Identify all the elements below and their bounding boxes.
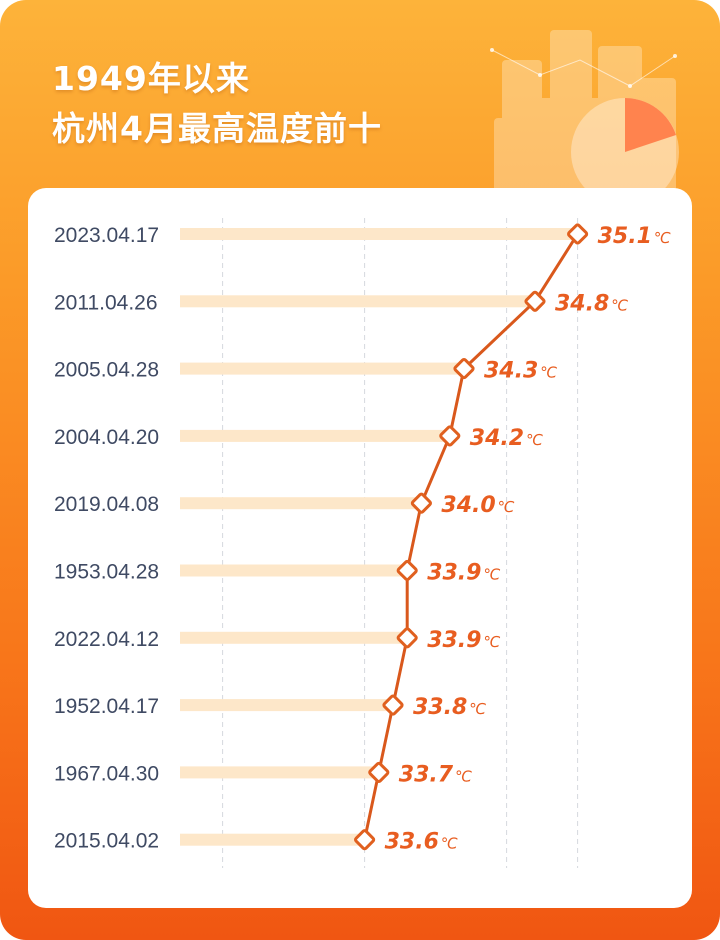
chart-decoration-icon <box>490 30 679 200</box>
bar <box>180 362 464 375</box>
value-number: 33.9 <box>427 628 481 653</box>
value-number: 34.2 <box>470 426 524 451</box>
value-label: 34.8 ℃ <box>555 291 628 316</box>
title-line-1: 1949年以来 <box>52 59 250 98</box>
category-label: 2011.04.26 <box>54 291 158 314</box>
value-label: 33.6 ℃ <box>385 830 458 855</box>
bar <box>180 228 578 240</box>
value-number: 33.9 <box>427 561 481 586</box>
bar <box>180 564 408 577</box>
data-point <box>382 694 404 716</box>
value-number: 33.8 <box>413 695 467 720</box>
page-title: 1949年以来 杭州4月最高温度前十 <box>52 54 382 154</box>
data-point <box>453 358 475 380</box>
data-point <box>368 761 390 783</box>
category-label: 2005.04.28 <box>54 359 159 382</box>
bar <box>180 497 422 510</box>
title-line-2: 杭州4月最高温度前十 <box>52 109 382 148</box>
value-unit: ℃ <box>540 364 557 382</box>
value-label: 33.9 ℃ <box>427 628 500 653</box>
data-point <box>396 627 418 649</box>
value-label: 33.8 ℃ <box>413 695 486 720</box>
category-label: 2023.04.17 <box>54 224 159 247</box>
bar <box>180 429 450 442</box>
value-unit: ℃ <box>526 431 543 449</box>
data-point <box>524 290 546 312</box>
temperature-chart: 2023.04.17 2011.04.26 2005.04.28 2004.04.20… <box>54 218 671 868</box>
data-point <box>354 829 376 851</box>
value-label: 34.2 ℃ <box>470 426 543 451</box>
value-number: 34.8 <box>555 291 609 316</box>
category-label: 2022.04.12 <box>54 628 159 651</box>
value-number: 34.0 <box>441 493 495 518</box>
category-label: 1967.04.30 <box>54 762 159 785</box>
value-label: 33.9 ℃ <box>427 561 500 586</box>
value-unit: ℃ <box>441 835 458 853</box>
bar <box>180 833 365 846</box>
chart-card: 2023.04.17 2011.04.26 2005.04.28 2004.04.20… <box>28 188 692 908</box>
value-label: 34.0 ℃ <box>441 493 514 518</box>
value-label: 35.1 ℃ <box>598 224 671 249</box>
value-number: 35.1 <box>598 224 652 249</box>
category-label: 2019.04.08 <box>54 493 159 516</box>
value-label: 33.7 ℃ <box>399 762 472 787</box>
data-point <box>396 559 418 582</box>
data-point <box>410 492 432 514</box>
category-label: 2015.04.02 <box>54 830 159 853</box>
category-label: 2004.04.20 <box>54 426 159 449</box>
bar <box>180 631 408 644</box>
data-point <box>567 223 589 245</box>
category-label: 1953.04.28 <box>54 561 159 584</box>
value-number: 34.3 <box>484 359 538 384</box>
series-line <box>363 233 579 841</box>
value-unit: ℃ <box>469 700 486 718</box>
bar <box>180 766 379 779</box>
value-unit: ℃ <box>654 229 671 247</box>
bar <box>180 295 535 308</box>
value-unit: ℃ <box>498 498 515 516</box>
bar <box>180 699 393 712</box>
value-unit: ℃ <box>611 296 628 314</box>
value-unit: ℃ <box>455 767 472 785</box>
value-number: 33.7 <box>399 762 454 787</box>
value-number: 33.6 <box>385 830 439 855</box>
data-point <box>439 425 461 447</box>
value-unit: ℃ <box>483 633 500 651</box>
value-label: 34.3 ℃ <box>484 359 557 384</box>
category-label: 1952.04.17 <box>54 695 159 718</box>
value-unit: ℃ <box>483 566 500 584</box>
